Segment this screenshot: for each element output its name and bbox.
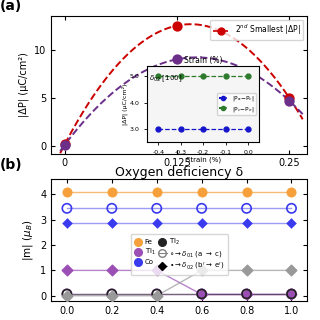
Point	[174, 57, 180, 62]
Point	[64, 292, 69, 297]
Point	[287, 98, 292, 103]
Point	[289, 220, 294, 225]
Point	[244, 220, 249, 225]
Point	[289, 189, 294, 195]
Point	[109, 189, 114, 195]
Point	[199, 292, 204, 297]
Point	[154, 292, 159, 297]
Point	[154, 292, 159, 297]
Point	[244, 292, 249, 297]
Point	[154, 189, 159, 195]
Point	[109, 292, 114, 297]
Point	[64, 268, 69, 273]
Title: Strain (%): Strain (%)	[184, 56, 222, 65]
Point	[199, 220, 204, 225]
Y-axis label: |ΔP| (μC/cm²): |ΔP| (μC/cm²)	[18, 52, 28, 117]
Y-axis label: |ΔP| (μC/cm²): |ΔP| (μC/cm²)	[122, 83, 128, 125]
Point	[109, 268, 114, 273]
Point	[289, 268, 294, 273]
Text: (b): (b)	[0, 158, 23, 172]
Point	[199, 292, 204, 297]
Point	[244, 292, 249, 297]
Point	[109, 206, 114, 211]
Point	[289, 292, 294, 297]
Point	[64, 293, 69, 298]
Point	[62, 142, 67, 147]
Point	[244, 206, 249, 211]
Point	[199, 206, 204, 211]
Point	[62, 142, 67, 148]
Point	[199, 292, 204, 297]
Text: Oxygen deficiency δ: Oxygen deficiency δ	[115, 166, 243, 179]
Point	[199, 189, 204, 195]
Point	[289, 206, 294, 211]
Point	[109, 292, 114, 297]
Text: (a): (a)	[0, 0, 22, 13]
Point	[154, 293, 159, 298]
Point	[109, 293, 114, 298]
Point	[109, 220, 114, 225]
Point	[174, 23, 180, 28]
Point	[154, 220, 159, 225]
Y-axis label: |m| ($μ_B$): |m| ($μ_B$)	[20, 219, 35, 261]
Legend: |P$_a$−P$_c$|, |P$_c$−P$_e$|: |P$_a$−P$_c$|, |P$_c$−P$_e$|	[217, 93, 256, 115]
Legend: Fe, Ti$_1$, Co, Ti$_2$, $\circ \rightarrow \delta_{01}$ (a $\rightarrow$ c), $\b: Fe, Ti$_1$, Co, Ti$_2$, $\circ \rightarr…	[131, 234, 228, 276]
Text: $\delta_{02}$ [100]: $\delta_{02}$ [100]	[149, 73, 183, 84]
Point	[64, 220, 69, 225]
Legend: 2$^{nd}$ Smallest |$\Delta$P|: 2$^{nd}$ Smallest |$\Delta$P|	[210, 20, 303, 40]
Point	[289, 292, 294, 297]
Point	[244, 189, 249, 195]
Point	[64, 189, 69, 195]
Point	[287, 95, 292, 100]
X-axis label: Strain (%): Strain (%)	[186, 156, 221, 163]
Point	[64, 292, 69, 297]
Point	[154, 206, 159, 211]
Point	[244, 292, 249, 297]
Point	[289, 292, 294, 297]
Point	[244, 268, 249, 273]
Point	[199, 268, 204, 273]
Point	[154, 268, 159, 273]
Point	[64, 206, 69, 211]
